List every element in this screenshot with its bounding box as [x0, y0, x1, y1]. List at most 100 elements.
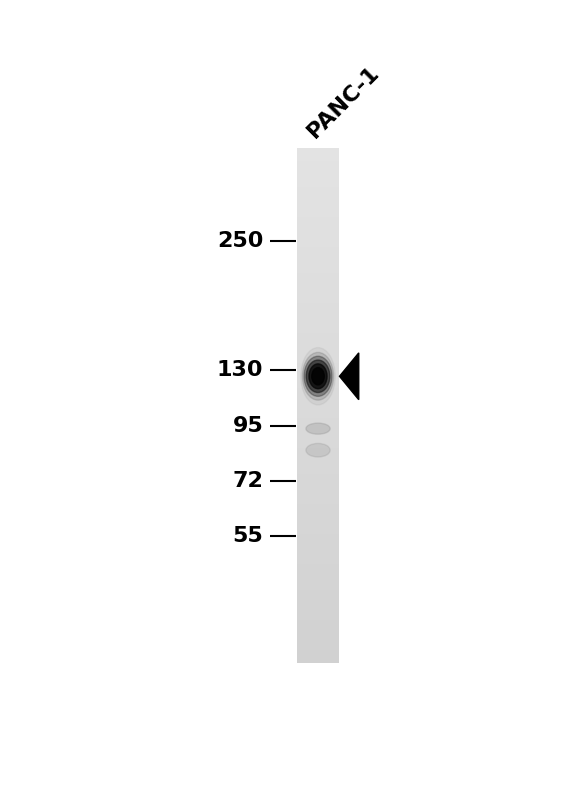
Bar [297, 273, 339, 277]
Ellipse shape [312, 368, 324, 385]
Bar [297, 337, 339, 342]
Bar [297, 642, 339, 646]
Bar [297, 234, 339, 238]
Bar [297, 311, 339, 315]
Bar [297, 427, 339, 431]
Bar [297, 482, 339, 487]
Bar [297, 547, 339, 551]
Bar [297, 242, 339, 247]
Bar [297, 522, 339, 526]
Text: 55: 55 [233, 526, 263, 546]
Bar [297, 573, 339, 577]
Bar [297, 358, 339, 362]
Bar [297, 633, 339, 637]
Bar [297, 195, 339, 200]
Bar [297, 388, 339, 393]
Bar [297, 222, 339, 226]
Bar [297, 495, 339, 500]
Text: 95: 95 [233, 415, 263, 435]
Text: PANC-1: PANC-1 [304, 63, 383, 142]
Polygon shape [340, 353, 359, 400]
Bar [297, 582, 339, 586]
Bar [297, 530, 339, 534]
Bar [297, 517, 339, 522]
Bar [297, 637, 339, 642]
Bar [297, 478, 339, 482]
Bar [297, 470, 339, 474]
Bar [297, 402, 339, 406]
Bar [297, 431, 339, 435]
Bar [297, 255, 339, 260]
Bar [297, 534, 339, 538]
Text: 72: 72 [232, 471, 263, 491]
Bar [297, 170, 339, 174]
Bar [297, 217, 339, 222]
Bar [297, 371, 339, 375]
Bar [297, 555, 339, 560]
Bar [297, 277, 339, 282]
Bar [297, 393, 339, 397]
Bar [297, 564, 339, 569]
Bar [297, 333, 339, 337]
Bar [297, 162, 339, 166]
Bar [297, 350, 339, 354]
Bar [297, 200, 339, 204]
Bar [297, 238, 339, 242]
Bar [297, 611, 339, 615]
Bar [297, 307, 339, 311]
Bar [297, 449, 339, 453]
Bar [297, 166, 339, 170]
Bar [297, 466, 339, 470]
Bar [297, 453, 339, 457]
Bar [297, 397, 339, 402]
Bar [297, 208, 339, 213]
Bar [297, 598, 339, 602]
Bar [297, 551, 339, 555]
Bar [297, 620, 339, 624]
Bar [297, 362, 339, 367]
Bar [297, 560, 339, 564]
Bar [297, 406, 339, 410]
Bar [297, 658, 339, 662]
Bar [297, 538, 339, 542]
Bar [297, 624, 339, 629]
Ellipse shape [302, 353, 333, 400]
Bar [297, 268, 339, 273]
Bar [297, 422, 339, 427]
Bar [297, 487, 339, 491]
Bar [297, 174, 339, 178]
Bar [297, 342, 339, 346]
Bar [297, 328, 339, 333]
Bar [297, 435, 339, 440]
Bar [297, 615, 339, 620]
Bar [297, 444, 339, 449]
Text: 250: 250 [217, 230, 263, 250]
Bar [297, 440, 339, 444]
Bar [297, 187, 339, 191]
Bar [297, 298, 339, 302]
Bar [297, 260, 339, 264]
Bar [297, 650, 339, 654]
Ellipse shape [306, 360, 330, 393]
Bar [297, 602, 339, 607]
Bar [297, 509, 339, 513]
Bar [297, 191, 339, 195]
Bar [297, 474, 339, 478]
Bar [297, 290, 339, 294]
Bar [297, 226, 339, 230]
Ellipse shape [309, 364, 327, 389]
Bar [297, 542, 339, 547]
Bar [297, 178, 339, 182]
Bar [297, 457, 339, 462]
Bar [297, 286, 339, 290]
Bar [297, 264, 339, 268]
Bar [297, 153, 339, 157]
Bar [297, 410, 339, 414]
Bar [297, 414, 339, 418]
Bar [297, 302, 339, 307]
Bar [297, 504, 339, 509]
Bar [297, 384, 339, 388]
Bar [297, 577, 339, 582]
Bar [297, 247, 339, 251]
Bar [297, 594, 339, 598]
